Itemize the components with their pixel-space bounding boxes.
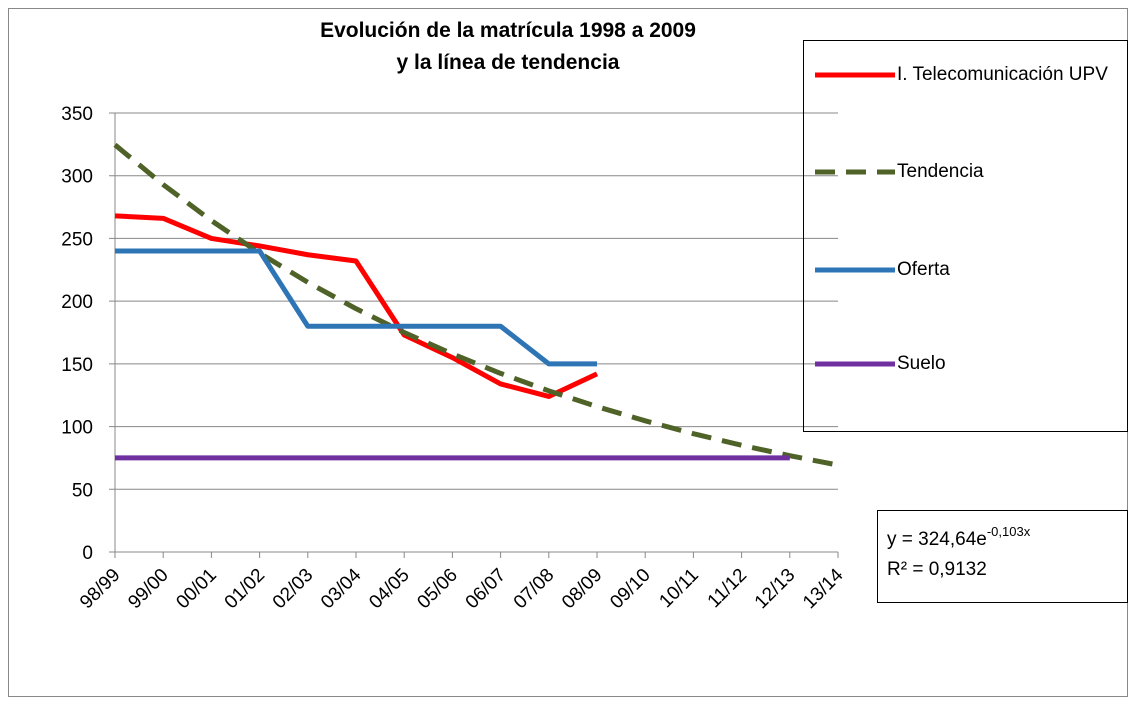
y-tick-label: 350 xyxy=(61,104,93,125)
equation-box xyxy=(877,510,1128,603)
equation-base: y = 324,64e xyxy=(887,529,987,550)
series-line xyxy=(114,213,599,399)
legend-label: Oferta xyxy=(897,259,950,280)
y-tick-label: 0 xyxy=(82,543,93,564)
legend-box xyxy=(803,40,1128,432)
legend-label: Suelo xyxy=(897,353,946,374)
y-tick-label: 300 xyxy=(61,167,93,188)
y-tick-label: 200 xyxy=(61,292,93,313)
chart-title: Evolución de la matrícula 1998 a 2009 xyxy=(320,19,696,42)
equation-exponent: -0,103x xyxy=(987,524,1031,539)
r-squared: R² = 0,9132 xyxy=(887,559,987,580)
legend-label: I. Telecomunicación UPV xyxy=(897,64,1108,85)
legend-label: Tendencia xyxy=(897,161,984,182)
y-tick-label: 150 xyxy=(61,355,93,376)
y-tick-label: 100 xyxy=(61,418,93,439)
equation: y = 324,64e-0,103x xyxy=(887,524,1031,550)
series-line xyxy=(115,248,597,367)
chart-title: y la línea de tendencia xyxy=(397,51,620,74)
y-tick-label: 50 xyxy=(72,480,93,501)
y-tick-label: 250 xyxy=(61,229,93,250)
